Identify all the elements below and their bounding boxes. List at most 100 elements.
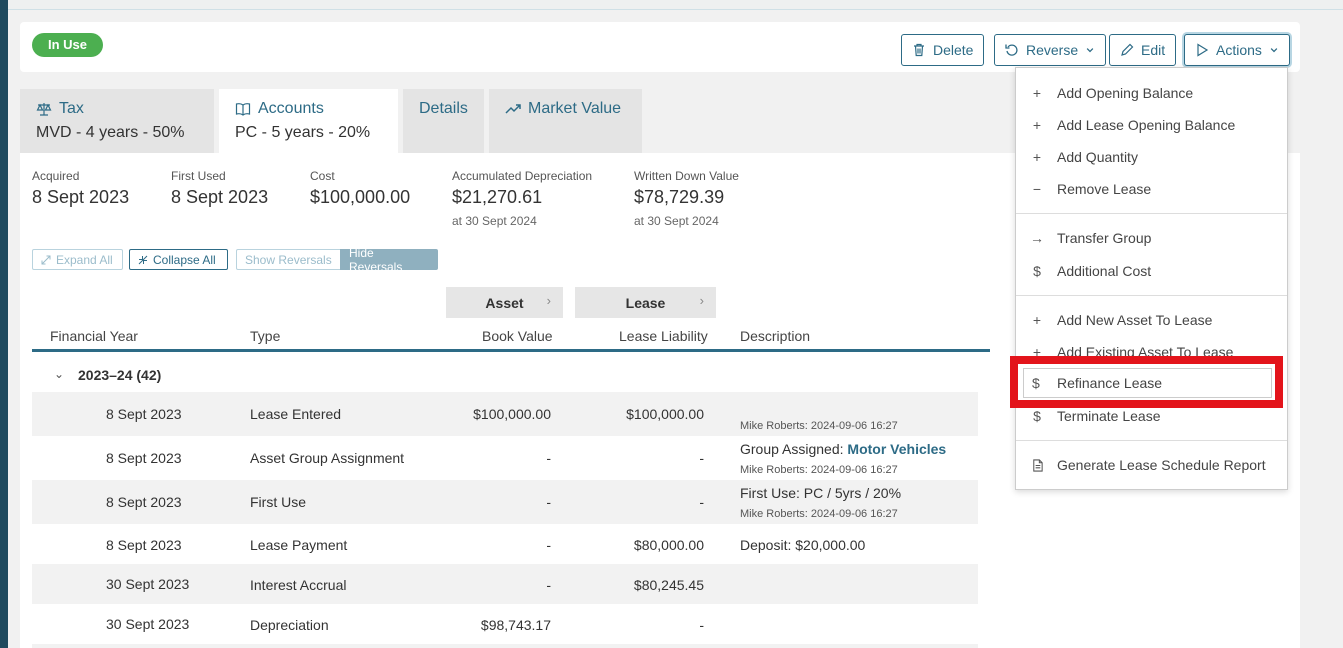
- table-row[interactable]: 30 Sept 2023 Depreciation $98,743.17 -: [32, 604, 978, 644]
- tab-accounts[interactable]: Accounts PC - 5 years - 20%: [219, 89, 398, 153]
- document-icon: [1030, 450, 1044, 480]
- collapse-all-button[interactable]: Collapse All: [129, 249, 228, 270]
- col-book-value: Book Value: [482, 328, 553, 344]
- tab-details[interactable]: Details: [403, 89, 484, 153]
- minus-icon: −: [1032, 181, 1042, 197]
- asset-group-header[interactable]: Asset ›: [446, 287, 563, 318]
- menu-item-label: Add Lease Opening Balance: [1057, 117, 1236, 133]
- stat-first-used: First Used 8 Sept 2023: [171, 169, 268, 208]
- menu-item-additional-cost[interactable]: $ Additional Cost: [1016, 256, 1287, 286]
- delete-button[interactable]: Delete: [901, 34, 985, 66]
- collapse-all-label: Collapse All: [153, 252, 216, 267]
- tab-market-value[interactable]: Market Value: [489, 89, 642, 153]
- menu-item-label: Remove Lease: [1057, 181, 1152, 197]
- menu-item-refinance-lease[interactable]: $ Refinance Lease: [1023, 368, 1272, 398]
- menu-divider: [1016, 213, 1287, 214]
- row-type: Interest Accrual: [250, 577, 347, 593]
- play-icon: [1197, 43, 1209, 57]
- row-description-text: Group Assigned:: [740, 441, 848, 457]
- stat-acquired: Acquired 8 Sept 2023: [32, 169, 129, 208]
- row-book-value: -: [546, 450, 551, 466]
- menu-item-label: Generate Lease Schedule Report: [1057, 457, 1266, 473]
- actions-button[interactable]: Actions: [1184, 34, 1290, 66]
- menu-item-generate-lease-schedule-report[interactable]: Generate Lease Schedule Report: [1016, 450, 1287, 480]
- row-book-value: -: [546, 494, 551, 510]
- table-row: [32, 644, 978, 648]
- status-badge: In Use: [32, 33, 104, 57]
- stat-value: 8 Sept 2023: [171, 187, 269, 207]
- row-book-value: $98,743.17: [480, 617, 551, 633]
- row-date: 30 Sept 2023: [106, 616, 190, 632]
- book-icon: [235, 103, 251, 116]
- lease-group-header[interactable]: Lease ›: [575, 287, 716, 318]
- highlight-annotation: [1010, 356, 1283, 408]
- expand-all-button[interactable]: Expand All: [32, 249, 123, 270]
- menu-item-label: Add Opening Balance: [1057, 85, 1194, 101]
- row-type: Asset Group Assignment: [250, 450, 405, 466]
- stat-written-down-value: Written Down Value $78,729.39 at 30 Sept…: [634, 169, 739, 228]
- menu-item-add-lease-opening-balance[interactable]: + Add Lease Opening Balance: [1016, 110, 1287, 140]
- menu-item-transfer-group[interactable]: → Transfer Group: [1016, 223, 1287, 253]
- chevron-down-icon[interactable]: ⌄: [54, 367, 65, 381]
- edit-button[interactable]: Edit: [1109, 34, 1177, 66]
- menu-item-add-new-asset-to-lease[interactable]: + Add New Asset To Lease: [1016, 305, 1287, 335]
- row-date: 8 Sept 2023: [106, 537, 182, 553]
- top-bar: [8, 0, 1343, 10]
- row-meta: Mike Roberts: 2024-09-06 16:27: [740, 420, 898, 432]
- row-date: 8 Sept 2023: [106, 406, 182, 422]
- menu-item-add-opening-balance[interactable]: + Add Opening Balance: [1016, 78, 1287, 108]
- chevron-down-icon: [1086, 48, 1094, 53]
- menu-item-remove-lease[interactable]: − Remove Lease: [1016, 174, 1287, 204]
- row-type: Depreciation: [250, 617, 329, 633]
- col-description: Description: [740, 328, 811, 344]
- actions-menu: + Add Opening Balance + Add Lease Openin…: [1015, 67, 1288, 490]
- stat-value: $100,000.00: [310, 187, 411, 207]
- row-lease-liability: -: [699, 494, 704, 510]
- group-link[interactable]: Motor Vehicles: [847, 441, 947, 457]
- col-financial-year: Financial Year: [50, 328, 138, 344]
- table-row[interactable]: 8 Sept 2023 Asset Group Assignment - - G…: [32, 436, 978, 480]
- stat-value: $21,270.61: [452, 187, 543, 207]
- tab-tax[interactable]: Tax MVD - 4 years - 50%: [20, 89, 214, 153]
- table-row[interactable]: 8 Sept 2023 First Use - - First Use: PC …: [32, 480, 978, 524]
- arrow-right-icon: →: [1030, 230, 1044, 246]
- row-description: Group Assigned: Motor Vehicles: [740, 441, 946, 457]
- row-book-value: -: [546, 537, 551, 553]
- expand-all-label: Expand All: [56, 252, 113, 267]
- col-type: Type: [250, 328, 281, 344]
- stat-value: $78,729.39: [634, 187, 725, 207]
- dollar-icon: $: [1032, 375, 1040, 391]
- row-type: Lease Payment: [250, 537, 348, 553]
- year-group-label[interactable]: 2023–24 (42): [78, 367, 162, 383]
- expand-icon: [41, 255, 51, 264]
- lease-group-label: Lease: [625, 294, 666, 311]
- stat-label: Written Down Value: [634, 169, 739, 183]
- table-row[interactable]: 30 Sept 2023 Interest Accrual - $80,245.…: [32, 564, 978, 604]
- menu-item-add-quantity[interactable]: + Add Quantity: [1016, 142, 1287, 172]
- menu-item-label: Transfer Group: [1057, 230, 1152, 246]
- stat-label: First Used: [171, 169, 226, 183]
- table-row[interactable]: 8 Sept 2023 Lease Entered $100,000.00 $1…: [32, 392, 978, 436]
- hide-reversals-button[interactable]: Hide Reversals: [340, 246, 438, 274]
- tab-tax-label: Tax: [59, 100, 84, 117]
- menu-item-terminate-lease[interactable]: $ Terminate Lease: [1016, 401, 1287, 431]
- row-lease-liability: -: [699, 617, 704, 633]
- table-row[interactable]: 8 Sept 2023 Lease Payment - $80,000.00 D…: [32, 524, 978, 564]
- hide-reversals-label: Hide Reversals: [349, 245, 403, 274]
- reverse-button[interactable]: Reverse: [994, 34, 1107, 66]
- plus-icon: +: [1032, 312, 1042, 328]
- menu-divider: [1016, 295, 1287, 296]
- dollar-icon: $: [1033, 408, 1041, 424]
- show-reversals-button[interactable]: Show Reversals: [236, 249, 341, 270]
- menu-item-label: Additional Cost: [1057, 263, 1152, 279]
- tab-market-value-label: Market Value: [528, 100, 622, 117]
- row-type: Lease Entered: [250, 406, 342, 422]
- chevron-right-icon: ›: [546, 293, 551, 308]
- header-divider: [32, 349, 990, 352]
- delete-label: Delete: [933, 42, 974, 58]
- plus-icon: +: [1032, 117, 1042, 133]
- row-book-value: -: [546, 577, 551, 593]
- trash-icon: [914, 43, 924, 57]
- row-lease-liability: $80,245.45: [633, 577, 704, 593]
- reverse-label: Reverse: [1026, 42, 1079, 58]
